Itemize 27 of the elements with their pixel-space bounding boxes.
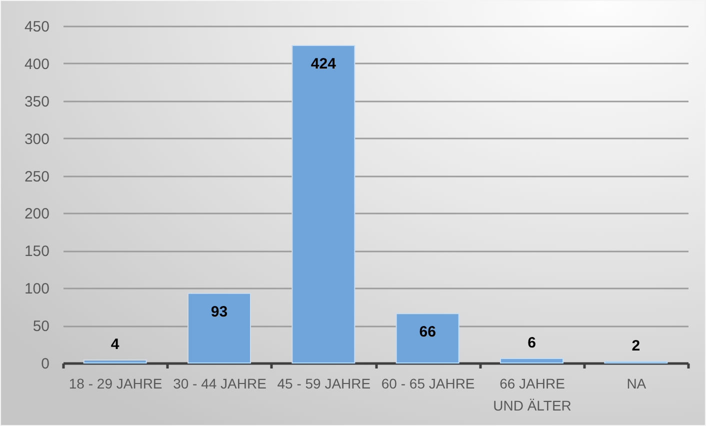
data-label: 424: [310, 55, 337, 72]
data-label: 93: [210, 303, 228, 320]
y-tick-label: 150: [24, 243, 50, 260]
data-label: 6: [528, 334, 536, 352]
y-tick-label: 100: [24, 280, 50, 298]
bar: [500, 358, 564, 364]
y-tick-label: 50: [32, 318, 50, 336]
x-tick-label: 60 - 65 JAHRE: [381, 376, 475, 392]
bar: [396, 313, 460, 364]
x-tick-label: 45 - 59 JAHRE: [277, 376, 371, 392]
bar: [188, 292, 251, 364]
y-tick-label: 0: [41, 356, 50, 372]
data-label: 66: [419, 324, 436, 341]
y-tick-label: 400: [24, 56, 50, 73]
x-tick-label: 66 JAHRE UND ÄLTER: [493, 376, 572, 414]
y-tick-label: 200: [24, 206, 50, 223]
y-tick-label: 350: [24, 93, 50, 110]
y-tick-label: 250: [24, 168, 50, 186]
x-tick-label: NA: [626, 376, 647, 392]
y-tick-label: 300: [24, 130, 50, 148]
bar: [83, 360, 147, 364]
x-tick-label: 18 - 29 JAHRE: [68, 376, 162, 392]
y-tick-label: 450: [24, 18, 50, 36]
x-tick-label: 30 - 44 JAHRE: [173, 376, 266, 392]
bar: [292, 44, 356, 364]
data-label: 4: [110, 336, 120, 354]
data-label: 2: [632, 338, 640, 354]
